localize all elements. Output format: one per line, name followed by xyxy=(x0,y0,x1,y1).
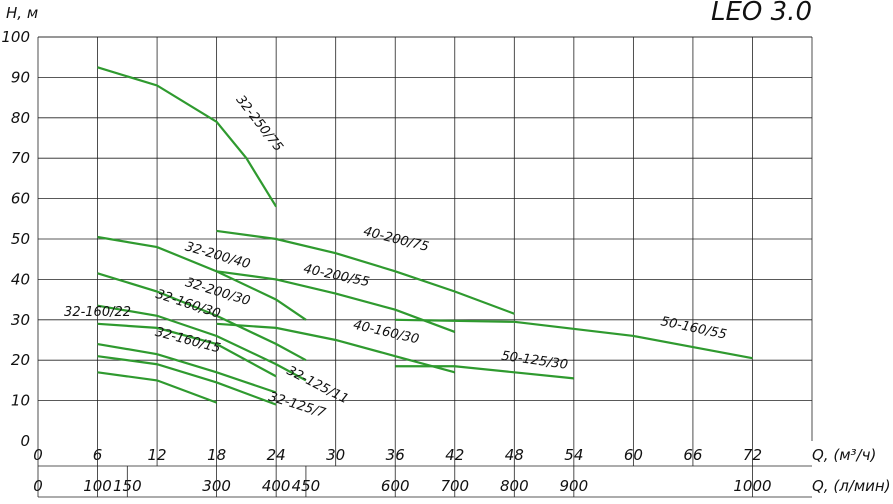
y-tick-label: 0 xyxy=(20,432,30,450)
curve-label: 32-160/22 xyxy=(64,305,131,320)
y-tick-label: 80 xyxy=(11,109,30,127)
chart-title: LEO 3.0 xyxy=(711,0,812,27)
curve xyxy=(97,342,277,394)
y-tick-label: 100 xyxy=(1,28,30,46)
y-tick-label: 70 xyxy=(11,149,30,167)
y-axis-label: H, м xyxy=(6,4,38,22)
curve xyxy=(395,318,753,360)
curve-label: 32-200/40 xyxy=(183,239,252,272)
curve-label: 40-200/75 xyxy=(362,224,431,255)
curve-label: 50-160/55 xyxy=(659,314,728,343)
x-axis-label: Q, (м³/ч) xyxy=(812,446,876,464)
x2-axis-label: Q, (л/мин) xyxy=(812,477,891,495)
curve-label: 40-200/55 xyxy=(302,262,371,291)
curve xyxy=(97,235,307,321)
curve xyxy=(97,304,307,382)
curve xyxy=(97,371,217,404)
curve-label: 40-160/30 xyxy=(352,318,421,348)
y-tick-label: 60 xyxy=(11,190,30,208)
y-tick-label: 50 xyxy=(11,230,30,248)
y-tick-label: 90 xyxy=(11,68,30,86)
curve xyxy=(97,66,278,208)
y-tick-label: 10 xyxy=(11,392,30,410)
curve-label: 32-160/15 xyxy=(153,325,222,357)
y-tick-label: 20 xyxy=(11,351,30,369)
curve xyxy=(97,355,277,406)
curve xyxy=(216,270,456,333)
curve xyxy=(216,322,456,374)
curve xyxy=(97,322,277,378)
curve xyxy=(216,229,515,315)
curve-label: 32-250/75 xyxy=(233,93,286,155)
y-tick-label: 30 xyxy=(11,311,30,329)
curve-label: 50-125/30 xyxy=(500,349,568,373)
y-tick-label: 40 xyxy=(11,270,30,288)
curve xyxy=(395,365,574,380)
curve xyxy=(97,272,307,362)
